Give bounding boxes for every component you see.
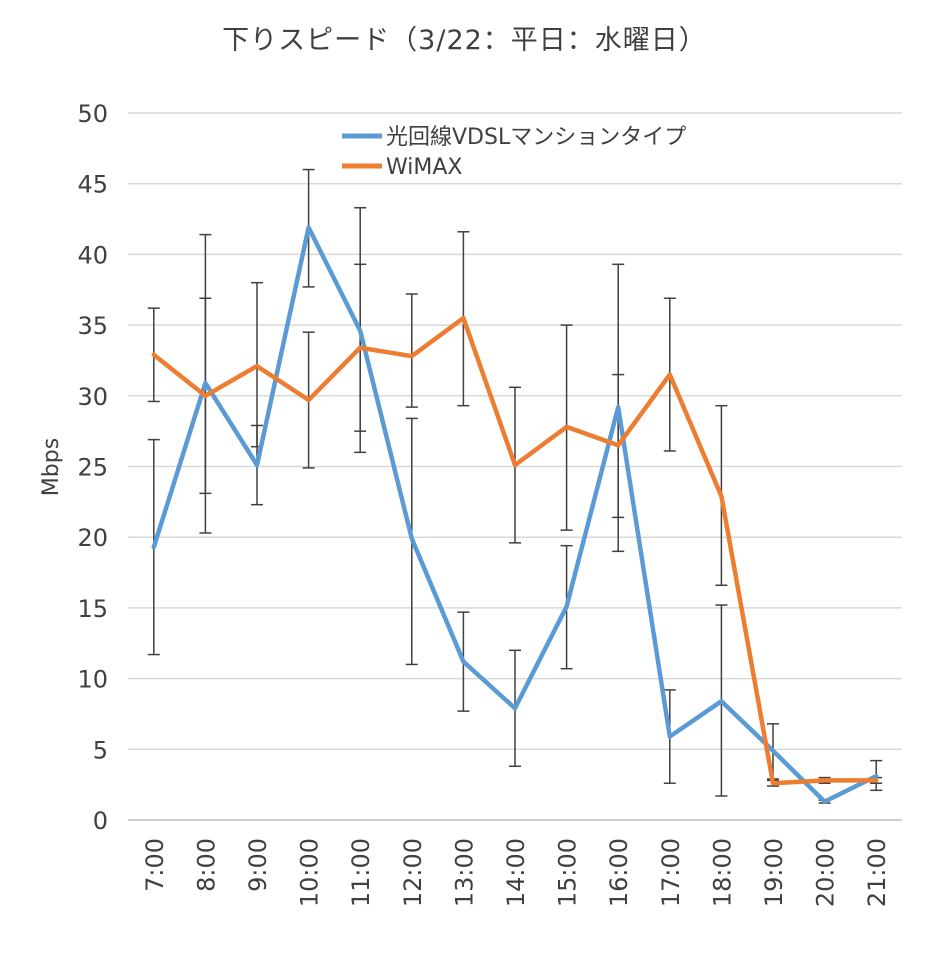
x-tick-label: 13:00 [450,838,478,907]
x-tick-label: 8:00 [192,838,220,892]
y-axis-title: Mbps [39,438,64,496]
y-tick-labels: 0 5 10 15 20 25 30 35 40 45 50 [77,100,108,835]
y-tick-label: 5 [93,736,108,764]
x-tick-label: 18:00 [708,838,736,907]
y-tick-label: 10 [77,666,108,694]
y-tick-label: 0 [93,807,108,835]
y-tick-label: 40 [77,241,108,269]
legend: 光回線VDSLマンションタイプ WiMAX [342,125,686,180]
y-tick-label: 20 [77,524,108,552]
series-line-1 [151,225,879,804]
x-tick-label: 19:00 [760,838,788,907]
legend-label: WiMAX [386,155,462,180]
y-tick-label: 30 [77,383,108,411]
series-line-2 [151,315,879,786]
y-tick-label: 45 [77,171,108,199]
x-tick-label: 14:00 [502,838,530,907]
series-lines [151,225,879,804]
y-tick-label: 35 [77,312,108,340]
y-tick-label: 15 [77,595,108,623]
x-tick-label: 21:00 [863,838,891,907]
x-tick-label: 12:00 [399,838,427,907]
x-tick-label: 20:00 [812,838,840,907]
x-tick-label: 7:00 [141,838,169,892]
error-bar [405,293,418,408]
x-tick-label: 10:00 [296,838,324,907]
x-tick-label: 11:00 [347,838,375,907]
y-tick-label: 25 [77,454,108,482]
legend-label: 光回線VDSLマンションタイプ [386,125,686,150]
x-tick-label: 15:00 [554,838,582,907]
x-tick-label: 17:00 [657,838,685,907]
x-tick-labels: 7:00 8:00 9:00 10:00 11:00 12:00 13:00 14:00 15:… [141,838,891,907]
y-tick-label: 50 [77,100,108,128]
x-tick-label: 9:00 [244,838,272,892]
x-tick-label: 16:00 [605,838,633,907]
chart-title: 下りスピード（3/22：平日：水曜日） [222,25,707,56]
